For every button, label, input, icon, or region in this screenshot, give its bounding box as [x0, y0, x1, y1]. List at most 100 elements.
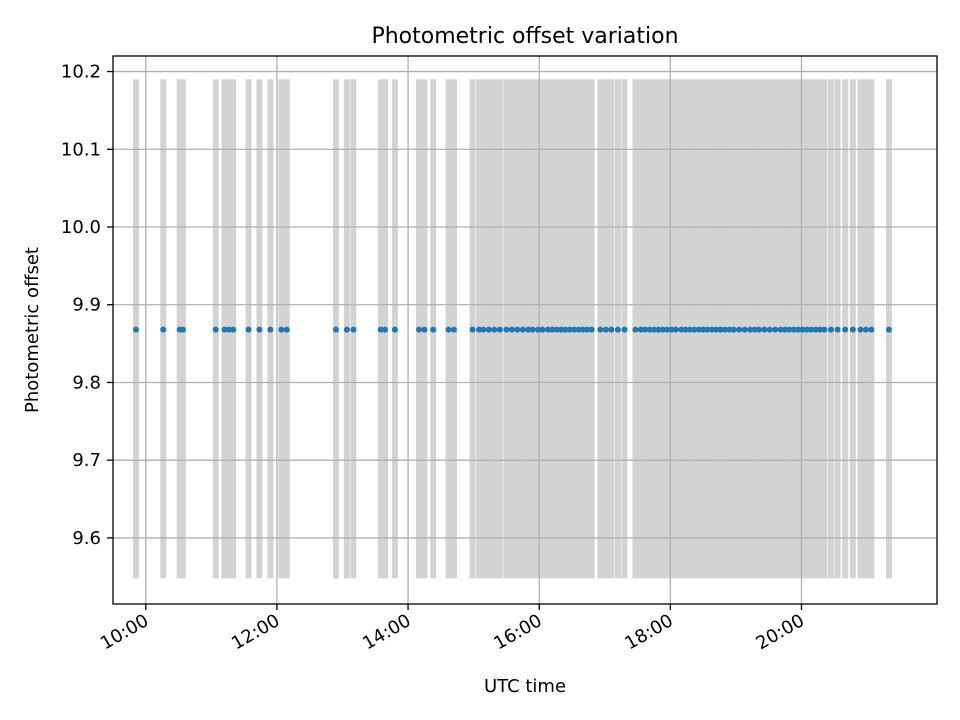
- data-point: [535, 326, 542, 333]
- data-point: [642, 326, 649, 333]
- data-point: [566, 326, 573, 333]
- data-points: [132, 326, 892, 333]
- data-point: [382, 326, 389, 333]
- data-point: [672, 326, 679, 333]
- data-point: [687, 326, 694, 333]
- data-point: [614, 326, 621, 333]
- data-point: [245, 326, 252, 333]
- data-point: [391, 326, 398, 333]
- data-point: [808, 326, 815, 333]
- data-point: [514, 326, 521, 333]
- data-point: [343, 326, 350, 333]
- data-point: [678, 326, 685, 333]
- data-point: [539, 326, 546, 333]
- data-point: [480, 326, 487, 333]
- data-point: [650, 326, 657, 333]
- data-point: [857, 326, 864, 333]
- y-axis-label: Photometric offset: [22, 247, 43, 413]
- y-tick-label: 9.6: [72, 528, 101, 549]
- data-point: [132, 326, 139, 333]
- data-point: [508, 326, 515, 333]
- data-point: [821, 326, 828, 333]
- data-point: [730, 326, 737, 333]
- data-point: [571, 326, 578, 333]
- data-point: [584, 326, 591, 333]
- data-point: [885, 326, 892, 333]
- data-point: [772, 326, 779, 333]
- data-point: [790, 326, 797, 333]
- x-axis-label: UTC time: [484, 676, 566, 697]
- y-tick-label: 10.2: [61, 62, 101, 83]
- data-point: [812, 326, 819, 333]
- data-point: [621, 326, 628, 333]
- data-point: [717, 326, 724, 333]
- data-point: [212, 326, 219, 333]
- y-tick-label: 9.8: [72, 372, 101, 393]
- data-point: [721, 326, 728, 333]
- data-point: [700, 326, 707, 333]
- data-point: [256, 326, 263, 333]
- data-point: [761, 326, 768, 333]
- data-point: [579, 326, 586, 333]
- data-point: [695, 326, 702, 333]
- data-point: [803, 326, 810, 333]
- data-point: [713, 326, 720, 333]
- data-point: [799, 326, 806, 333]
- data-point: [575, 326, 582, 333]
- grid-lines: [113, 56, 937, 604]
- data-point: [602, 326, 609, 333]
- data-point: [421, 326, 428, 333]
- data-point: [834, 326, 841, 333]
- plot-frame: [112, 55, 938, 605]
- data-point: [726, 326, 733, 333]
- data-point: [377, 326, 384, 333]
- data-point: [817, 326, 824, 333]
- data-point: [519, 326, 526, 333]
- data-point: [415, 326, 422, 333]
- data-point: [637, 326, 644, 333]
- data-point: [597, 326, 604, 333]
- data-point: [708, 326, 715, 333]
- data-point: [608, 326, 615, 333]
- data-point: [862, 326, 869, 333]
- data-point: [179, 326, 186, 333]
- data-point: [868, 326, 875, 333]
- data-point: [332, 326, 339, 333]
- data-point: [646, 326, 653, 333]
- data-point: [278, 326, 285, 333]
- data-point: [751, 326, 758, 333]
- data-point: [160, 326, 167, 333]
- data-point: [827, 326, 834, 333]
- data-point: [558, 326, 565, 333]
- data-point: [682, 326, 689, 333]
- data-point: [741, 326, 748, 333]
- data-point: [450, 326, 457, 333]
- data-point: [842, 326, 849, 333]
- data-point: [588, 326, 595, 333]
- data-point: [267, 326, 274, 333]
- data-point: [496, 326, 503, 333]
- data-point: [632, 326, 639, 333]
- data-point: [529, 326, 536, 333]
- data-point: [230, 326, 237, 333]
- data-point: [544, 326, 551, 333]
- data-point: [766, 326, 773, 333]
- data-point: [795, 326, 802, 333]
- data-point: [782, 326, 789, 333]
- data-point: [704, 326, 711, 333]
- data-point: [503, 326, 510, 333]
- data-point: [553, 326, 560, 333]
- data-point: [485, 326, 492, 333]
- data-point: [786, 326, 793, 333]
- data-point: [736, 326, 743, 333]
- y-tick-label: 10.1: [61, 139, 101, 160]
- y-tick-label: 10.0: [61, 217, 101, 238]
- data-point: [469, 326, 476, 333]
- data-point: [849, 326, 856, 333]
- data-point: [659, 326, 666, 333]
- data-point: [664, 326, 671, 333]
- data-point: [430, 326, 437, 333]
- data-point: [350, 326, 357, 333]
- data-point: [655, 326, 662, 333]
